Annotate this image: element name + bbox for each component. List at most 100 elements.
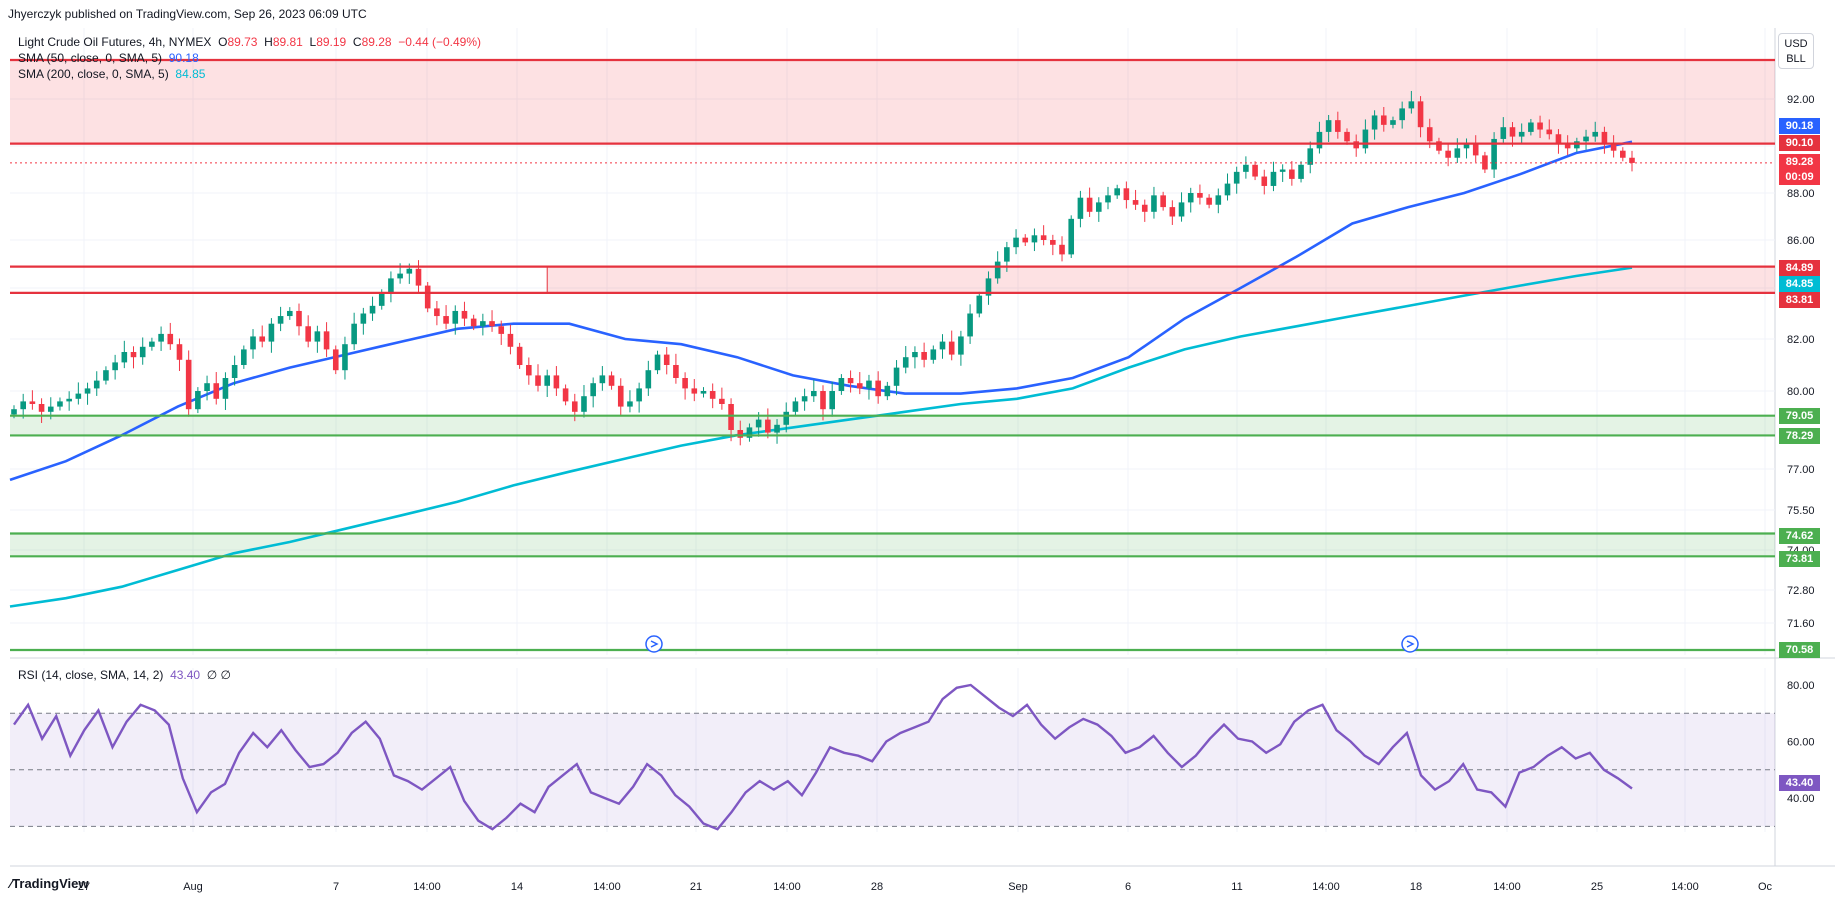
candle-body [434, 308, 440, 317]
candle-body [617, 385, 624, 407]
candle-body [1123, 188, 1130, 201]
candle-body [654, 354, 661, 371]
candle-body [1307, 148, 1314, 165]
resistance-zone [10, 60, 1775, 144]
candle-body [1417, 101, 1424, 128]
candle-body [737, 430, 744, 438]
candle-body [562, 388, 569, 402]
candle-body [967, 313, 973, 337]
candle-body [268, 323, 275, 342]
sma50-legend[interactable]: SMA (50, close, 0, SMA, 5) 90.18 [18, 51, 199, 65]
candle-body [1445, 150, 1451, 158]
candle-body [691, 388, 698, 394]
rsi-axis-tick: 60.00 [1787, 737, 1815, 749]
candle-body [1141, 204, 1148, 212]
rsi-label: RSI (14, close, SMA, 14, 2) [18, 668, 164, 682]
time-axis-tick: 11 [1231, 881, 1242, 893]
candle-body [1344, 131, 1350, 142]
candle-body [1169, 207, 1176, 217]
candle-body [682, 378, 688, 389]
support-zone [10, 415, 1775, 436]
candle-body [1086, 197, 1093, 212]
candle-body [1528, 122, 1534, 132]
candle-body [1601, 131, 1608, 144]
candle-body [112, 362, 118, 371]
candle-body [1298, 164, 1304, 179]
candle-body [1436, 141, 1442, 151]
price-axis-tick: 77.00 [1787, 464, 1815, 476]
candle-body [1040, 235, 1047, 240]
candle-body [765, 419, 771, 433]
candle-body [1583, 136, 1589, 142]
candle-body [369, 305, 376, 314]
candle-body [829, 391, 835, 410]
candle-body [1408, 101, 1415, 109]
time-axis-tick: 27 [78, 881, 90, 893]
sma50-value: 90.18 [168, 51, 199, 65]
candle-body [1399, 108, 1405, 121]
candle-body [1279, 169, 1286, 172]
candle-body [1620, 150, 1626, 158]
candle-body [755, 419, 762, 428]
sma200-value: 84.85 [175, 67, 206, 81]
resistance-zone [547, 266, 1775, 293]
candle-body [185, 359, 192, 410]
sma200-line [9, 266, 1633, 608]
rsi-legend[interactable]: RSI (14, close, SMA, 14, 2) 43.40 ∅ ∅ [18, 668, 231, 682]
support-zone [10, 533, 1775, 557]
zone-bottom-price-tag: 83.81 [1779, 292, 1820, 308]
candle-body [939, 341, 946, 350]
candle-body [470, 318, 477, 327]
candle-body [1252, 164, 1258, 177]
candle-body [1114, 188, 1120, 196]
candle-body [332, 349, 339, 371]
candle-body [277, 316, 284, 324]
currency-button[interactable]: USD BLL [1778, 33, 1814, 69]
candle-body [323, 331, 330, 350]
candle-body [1335, 120, 1341, 132]
candle-body [544, 375, 551, 386]
candle-body [820, 391, 826, 410]
candle-body [75, 393, 82, 399]
candle-body [397, 273, 403, 279]
high-value: 89.81 [272, 35, 303, 49]
rsi-value: 43.40 [170, 668, 201, 682]
price-axis-tick: 88.00 [1787, 188, 1815, 200]
candle-body [1151, 195, 1157, 212]
candle-body [231, 365, 238, 378]
candle-body [1500, 127, 1507, 139]
candle-body [994, 261, 1001, 279]
candle-body [783, 411, 790, 425]
candle-body [801, 396, 808, 402]
price-axis-tick: 86.00 [1787, 235, 1815, 247]
candle-body [535, 375, 541, 386]
candle-body [921, 352, 927, 360]
candle-body [1187, 193, 1194, 203]
tradingview-brand[interactable]: ⁄TradingView [10, 876, 89, 891]
support1-bottom-price-tag: 78.29 [1779, 428, 1820, 444]
change-value: −0.44 (−0.49%) [398, 35, 482, 49]
candle-body [1555, 134, 1562, 144]
candle-body [1031, 235, 1038, 243]
rsi-extra: ∅ ∅ [206, 668, 232, 682]
candle-body [342, 344, 348, 371]
candle-body [158, 333, 164, 342]
price-axis-tick: 80.00 [1787, 386, 1815, 398]
time-axis-tick: 28 [871, 881, 883, 893]
symbol-legend: Light Crude Oil Futures, 4h, NYMEX O89.7… [18, 35, 482, 49]
candle-body [663, 354, 670, 365]
time-axis-tick: 14:00 [1312, 881, 1340, 893]
candle-body [1629, 157, 1635, 163]
candle-body [1610, 143, 1617, 151]
time-axis-tick: 14:00 [413, 881, 441, 893]
candle-body [985, 278, 992, 296]
candle-body [222, 378, 229, 399]
candle-body [1022, 237, 1029, 243]
candle-body [286, 310, 293, 317]
candle-body [700, 391, 707, 394]
candle-body [1077, 197, 1084, 219]
candle-body [149, 341, 155, 347]
price-axis-tick: 82.00 [1787, 334, 1815, 346]
sma200-legend[interactable]: SMA (200, close, 0, SMA, 5) 84.85 [18, 67, 205, 81]
